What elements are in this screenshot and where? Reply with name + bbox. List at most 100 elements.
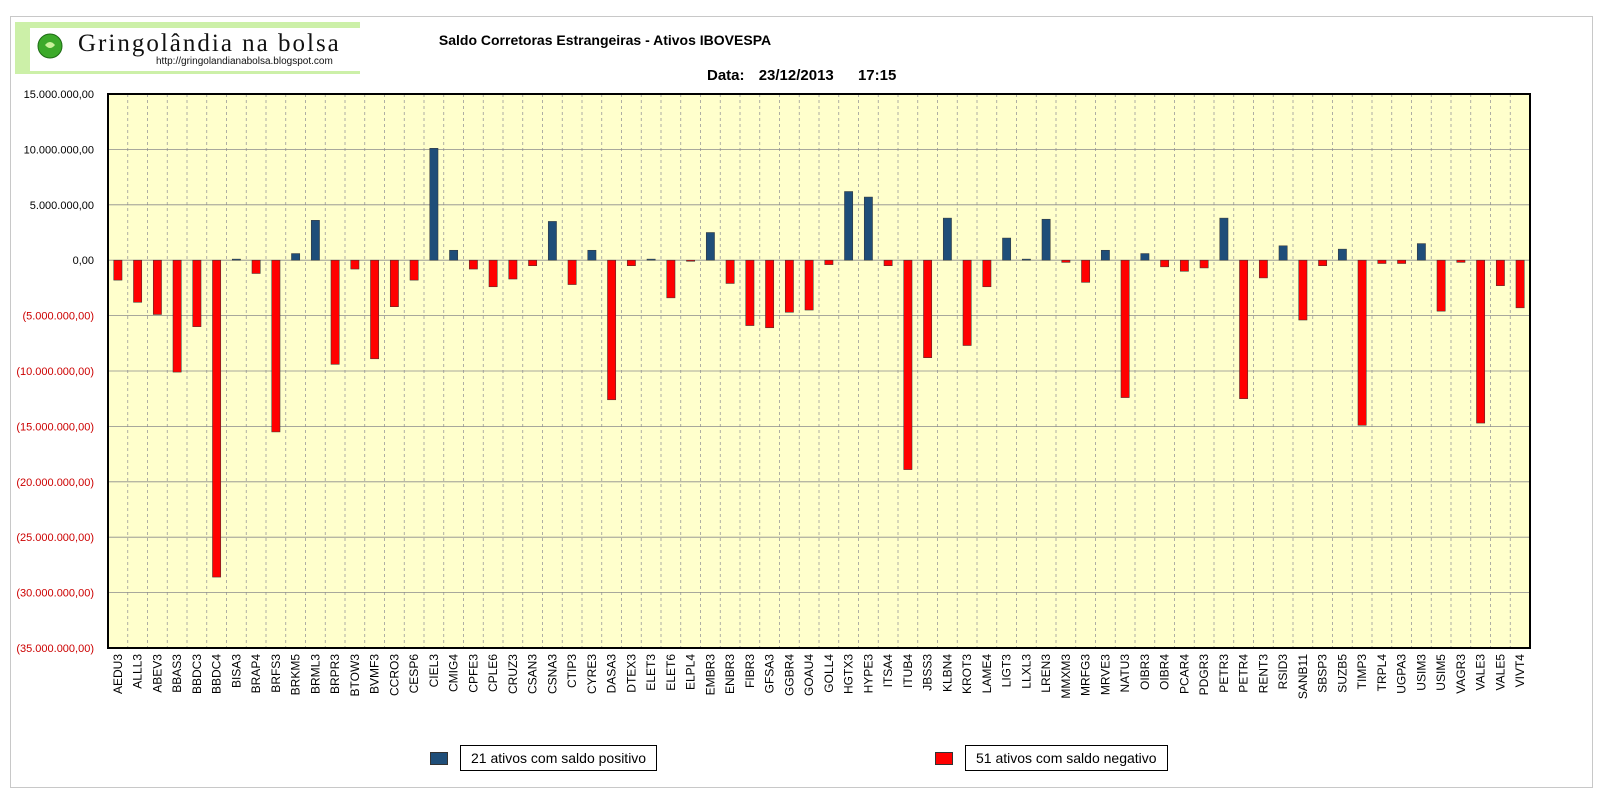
x-tick-label: ITUB4 xyxy=(901,654,915,688)
bar-elet6 xyxy=(666,259,676,299)
bar-sbsp3 xyxy=(1318,259,1328,266)
bar-vivt4 xyxy=(1515,259,1525,309)
x-tick-label: TIMP3 xyxy=(1355,654,1369,690)
x-tick-label: NATU3 xyxy=(1118,654,1132,693)
x-tick-label: SANB11 xyxy=(1296,654,1310,699)
x-tick-label: BISA3 xyxy=(229,654,243,688)
bar-sanb11 xyxy=(1298,259,1308,321)
y-tick-label: 10.000.000,00 xyxy=(24,144,94,156)
bar-itsa4 xyxy=(883,259,893,266)
y-tick-label: (20.000.000,00) xyxy=(16,477,94,489)
bar-bvmf3 xyxy=(370,259,380,360)
bar-brap4 xyxy=(251,259,261,274)
bar-brpr3 xyxy=(330,259,340,365)
x-tick-label: ELPL4 xyxy=(684,654,698,690)
chart-title: Saldo Corretoras Estrangeiras - Ativos I… xyxy=(438,32,772,48)
x-tick-label: ABEV3 xyxy=(150,654,164,693)
x-tick-label: BBDC4 xyxy=(210,654,224,694)
x-tick-label: ENBR3 xyxy=(723,654,737,694)
x-tick-label: AEDU3 xyxy=(111,654,125,694)
bar-rent3 xyxy=(1258,259,1268,279)
bar-cyre3 xyxy=(587,249,597,261)
bar-cpfe3 xyxy=(468,259,478,270)
x-tick-label: BBAS3 xyxy=(170,654,184,693)
x-tick-label: BRML3 xyxy=(308,654,322,694)
x-tick-label: JBSS3 xyxy=(921,654,935,691)
bar-elpl4 xyxy=(686,259,696,262)
bar-csna3 xyxy=(547,221,557,261)
x-tick-label: GFSA3 xyxy=(763,654,777,694)
bar-brfs3 xyxy=(271,259,281,433)
bar-petr3 xyxy=(1219,217,1229,261)
bar-hype3 xyxy=(863,196,873,261)
bar-bbas3 xyxy=(172,259,182,373)
x-tick-label: ALLL3 xyxy=(131,654,145,689)
y-tick-label: (25.000.000,00) xyxy=(16,532,94,544)
x-tick-label: HYPE3 xyxy=(861,654,875,694)
x-tick-label: MMXM3 xyxy=(1059,654,1073,699)
x-tick-label: GGBR4 xyxy=(782,654,796,696)
bar-cple6 xyxy=(488,259,498,288)
logo-url[interactable]: http://gringolandianabolsa.blogspot.com xyxy=(156,56,333,67)
x-tick-label: PETR3 xyxy=(1217,654,1231,693)
bar-vale5 xyxy=(1495,259,1505,286)
bar-oibr4 xyxy=(1160,259,1170,268)
bar-bbdc3 xyxy=(192,259,202,327)
x-tick-label: OIBR3 xyxy=(1138,654,1152,690)
x-tick-label: VIVT4 xyxy=(1513,654,1527,688)
x-tick-label: CSAN3 xyxy=(526,654,540,694)
x-tick-label: BRPR3 xyxy=(328,654,342,694)
x-tick-label: MRFG3 xyxy=(1079,654,1093,696)
x-tick-label: OIBR4 xyxy=(1158,654,1172,690)
bar-itub4 xyxy=(903,259,913,470)
x-tick-label: EMBR3 xyxy=(703,654,717,696)
x-tick-label: ELET6 xyxy=(664,654,678,691)
bar-lame4 xyxy=(982,259,992,288)
x-tick-label: UGPA3 xyxy=(1395,654,1409,694)
bar-ligt3 xyxy=(1002,237,1012,261)
x-tick-label: HGTX3 xyxy=(842,654,856,694)
x-tick-label: SUZB5 xyxy=(1335,654,1349,693)
bar-alll3 xyxy=(133,259,143,303)
x-tick-label: BRAP4 xyxy=(249,654,263,694)
bar-petr4 xyxy=(1239,259,1249,399)
x-tick-label: KLBN4 xyxy=(940,654,954,692)
bar-ccro3 xyxy=(389,259,399,307)
y-tick-label: (35.000.000,00) xyxy=(16,643,94,655)
x-tick-label: LIGT3 xyxy=(1000,654,1014,688)
globe-icon xyxy=(37,33,63,59)
logo-panel xyxy=(30,28,360,71)
x-tick-label: PDGR3 xyxy=(1197,654,1211,696)
bar-suzb5 xyxy=(1337,248,1347,261)
y-tick-label: (5.000.000,00) xyxy=(22,311,94,323)
x-tick-label: DASA3 xyxy=(605,654,619,694)
x-tick-label: BVMF3 xyxy=(368,654,382,694)
x-tick-label: CRUZ3 xyxy=(506,654,520,694)
bar-enbr3 xyxy=(725,259,735,284)
bar-embr3 xyxy=(705,232,715,261)
x-tick-label: ELET3 xyxy=(644,654,658,691)
x-tick-label: USIM5 xyxy=(1434,654,1448,691)
x-tick-label: DTEX3 xyxy=(624,654,638,693)
bar-oibr3 xyxy=(1140,253,1150,261)
bar-brkm5 xyxy=(291,253,301,261)
x-tick-label: CTIP3 xyxy=(565,654,579,688)
bar-bbdc4 xyxy=(212,259,222,578)
x-tick-label: PETR4 xyxy=(1237,654,1251,693)
bar-ciel3 xyxy=(429,148,439,261)
bar-rsid3 xyxy=(1278,245,1288,261)
bar-trpl4 xyxy=(1377,259,1387,264)
bar-lren3 xyxy=(1041,218,1051,261)
x-tick-label: CIEL3 xyxy=(427,654,441,688)
date-value: 23/12/2013 xyxy=(758,67,834,84)
x-tick-label: GOLL4 xyxy=(822,654,836,693)
bar-usim3 xyxy=(1416,243,1426,261)
bar-goau4 xyxy=(804,259,814,311)
bar-mmxm3 xyxy=(1061,259,1071,263)
bar-cruz3 xyxy=(508,259,518,280)
y-tick-label: (15.000.000,00) xyxy=(16,421,94,433)
bar-dtex3 xyxy=(626,259,636,266)
bar-mrfg3 xyxy=(1081,259,1091,283)
bar-jbss3 xyxy=(923,259,933,358)
bar-cesp6 xyxy=(409,259,419,281)
